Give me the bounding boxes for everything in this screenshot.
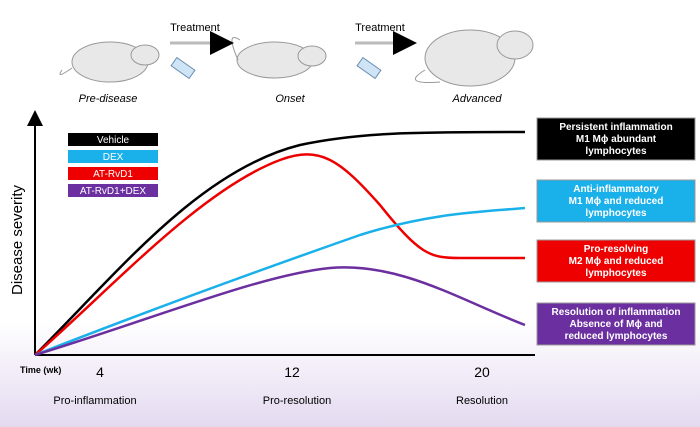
stage-label: Onset [275, 93, 305, 105]
legend-label: AT-RvD1+DEX [80, 186, 147, 197]
outcome-text: lymphocytes [585, 146, 647, 157]
x-tick-label: 12 [284, 364, 300, 380]
legend-swatch [68, 150, 158, 163]
phase-label: Resolution [456, 395, 508, 407]
treatment-icons [170, 31, 417, 80]
x-tick-label: 4 [96, 364, 104, 380]
outcome-text: Pro-resolving [584, 244, 648, 255]
legend-label: DEX [103, 152, 124, 163]
stage-label: Pre-disease [79, 93, 138, 105]
outcome-text: Persistent inflammation [559, 122, 672, 133]
stage-label: Advanced [452, 93, 503, 105]
outcome-text: Anti-inflammatory [573, 184, 659, 195]
mouse-icons [59, 29, 534, 87]
legend-swatch [68, 167, 158, 180]
outcome-text: M2 Mϕ and reduced [569, 256, 664, 267]
legend-label: Vehicle [97, 135, 130, 146]
legend-swatch [68, 133, 158, 146]
phase-label: Pro-resolution [263, 395, 331, 407]
outcome-text: Absence of Mϕ and [569, 319, 662, 330]
outcome-text: M1 Mϕ and reduced [569, 196, 664, 207]
outcome-text: reduced lymphocytes [565, 331, 668, 342]
legend-swatch [68, 184, 158, 197]
outcome-text: M1 Mϕ abundant [576, 134, 657, 145]
treatment-label: Treatment [170, 22, 220, 34]
outcome-box [536, 117, 696, 161]
phase-label: Pro-inflammation [53, 395, 136, 407]
outcome-text: lymphocytes [585, 268, 647, 279]
curves [34, 130, 526, 357]
outcome-text: Resolution of inflammation [552, 307, 681, 318]
legend-label: AT-RvD1 [93, 169, 133, 180]
outcome-box [536, 302, 696, 346]
y-axis-label: Disease severity [9, 184, 26, 295]
outcome-box [536, 239, 696, 283]
x-tick-label: 20 [474, 364, 490, 380]
outcome-box [536, 179, 696, 223]
treatment-label: Treatment [355, 22, 405, 34]
outcome-text: lymphocytes [585, 208, 647, 219]
x-axis-label: Time (wk) [20, 365, 61, 375]
